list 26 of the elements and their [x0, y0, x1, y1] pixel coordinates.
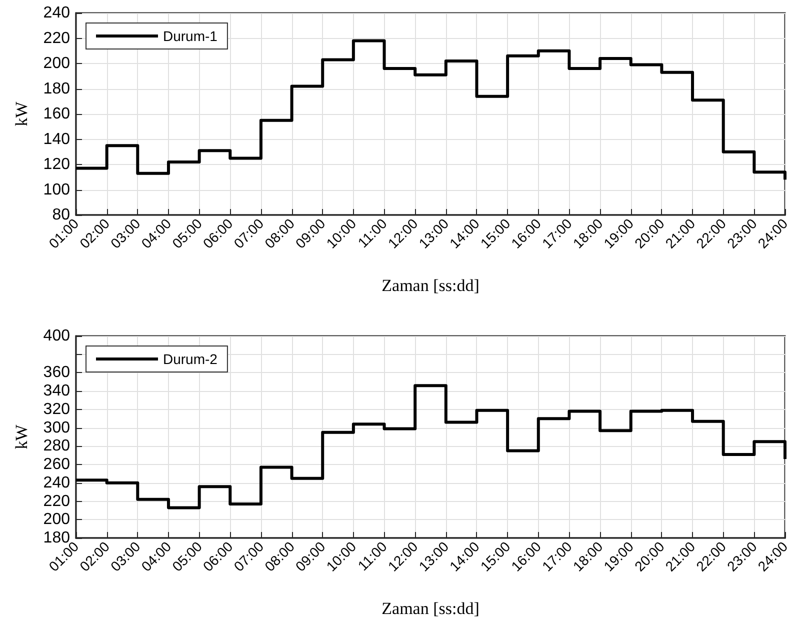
y-tick-label: 280: [43, 438, 70, 455]
y-tick-label: 320: [43, 400, 70, 418]
y-axis-title: kW: [12, 100, 31, 126]
y-tick-label: 80: [52, 206, 70, 224]
y-tick-label: 340: [43, 382, 70, 400]
y-tick-label: 220: [43, 30, 70, 47]
y-tick-label: 240: [43, 4, 70, 22]
y-tick-label: 200: [43, 55, 70, 72]
y-tick-label: 400: [43, 328, 70, 344]
legend-label: Durum-1: [163, 28, 218, 44]
legend-label: Durum-2: [163, 351, 218, 367]
y-tick-label: 140: [43, 130, 70, 148]
y-tick-label: 300: [43, 419, 70, 436]
y-tick-label: 180: [43, 80, 70, 98]
y-tick-label: 260: [43, 456, 70, 474]
y-tick-label: 360: [43, 364, 70, 382]
y-tick-label: 120: [43, 156, 70, 173]
y-tick-label: 240: [43, 474, 70, 492]
y-axis-title: kW: [12, 424, 31, 450]
y-tick-label: 180: [43, 530, 70, 546]
y-tick-label: 160: [43, 106, 70, 122]
y-tick-label: 100: [43, 181, 70, 198]
y-tick-label: 200: [43, 511, 70, 528]
y-tick-label: 220: [43, 492, 70, 510]
x-axis-title: Zaman [ss:dd]: [382, 599, 480, 618]
x-axis-title: Zaman [ss:dd]: [382, 276, 480, 295]
